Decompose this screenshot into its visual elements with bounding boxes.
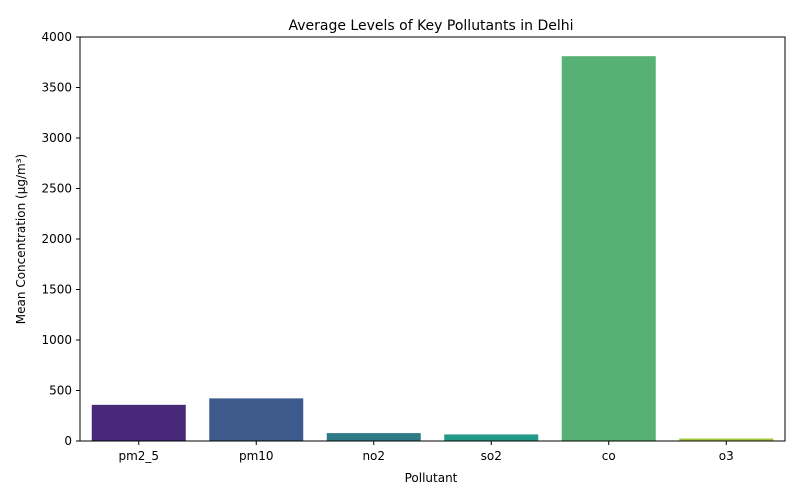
x-axis: pm2_5 pm10 no2 so2 co o3 (118, 441, 734, 463)
bar-no2 (326, 433, 421, 441)
y-tick-label: 4000 (41, 30, 72, 44)
y-tick-label: 2500 (41, 182, 72, 196)
x-tick-label: pm10 (239, 449, 274, 463)
bar-pm10 (209, 398, 304, 441)
bar-so2 (444, 434, 539, 441)
y-axis: 0 500 1000 1500 2000 2500 3000 3500 4000 (41, 30, 80, 448)
y-tick-label: 0 (64, 434, 72, 448)
bar-co (561, 56, 656, 441)
bar-pm2_5 (91, 404, 186, 441)
x-axis-label: Pollutant (405, 471, 458, 485)
bar-o3 (679, 438, 774, 441)
x-tick-label: o3 (719, 449, 734, 463)
plot-frame (79, 36, 786, 442)
bars-layer (91, 56, 774, 441)
y-tick-label: 500 (49, 384, 72, 398)
x-tick-label: pm2_5 (118, 449, 159, 463)
y-tick-label: 1500 (41, 283, 72, 297)
chart-title: Average Levels of Key Pollutants in Delh… (288, 18, 573, 34)
x-tick-label: co (602, 449, 616, 463)
x-tick-label: so2 (481, 449, 502, 463)
x-tick-label: no2 (362, 449, 385, 463)
y-tick-label: 2000 (41, 232, 72, 246)
y-tick-label: 1000 (41, 333, 72, 347)
y-tick-label: 3500 (41, 81, 72, 95)
y-axis-label: Mean Concentration (µg/m³) (14, 154, 28, 324)
y-tick-label: 3000 (41, 131, 72, 145)
